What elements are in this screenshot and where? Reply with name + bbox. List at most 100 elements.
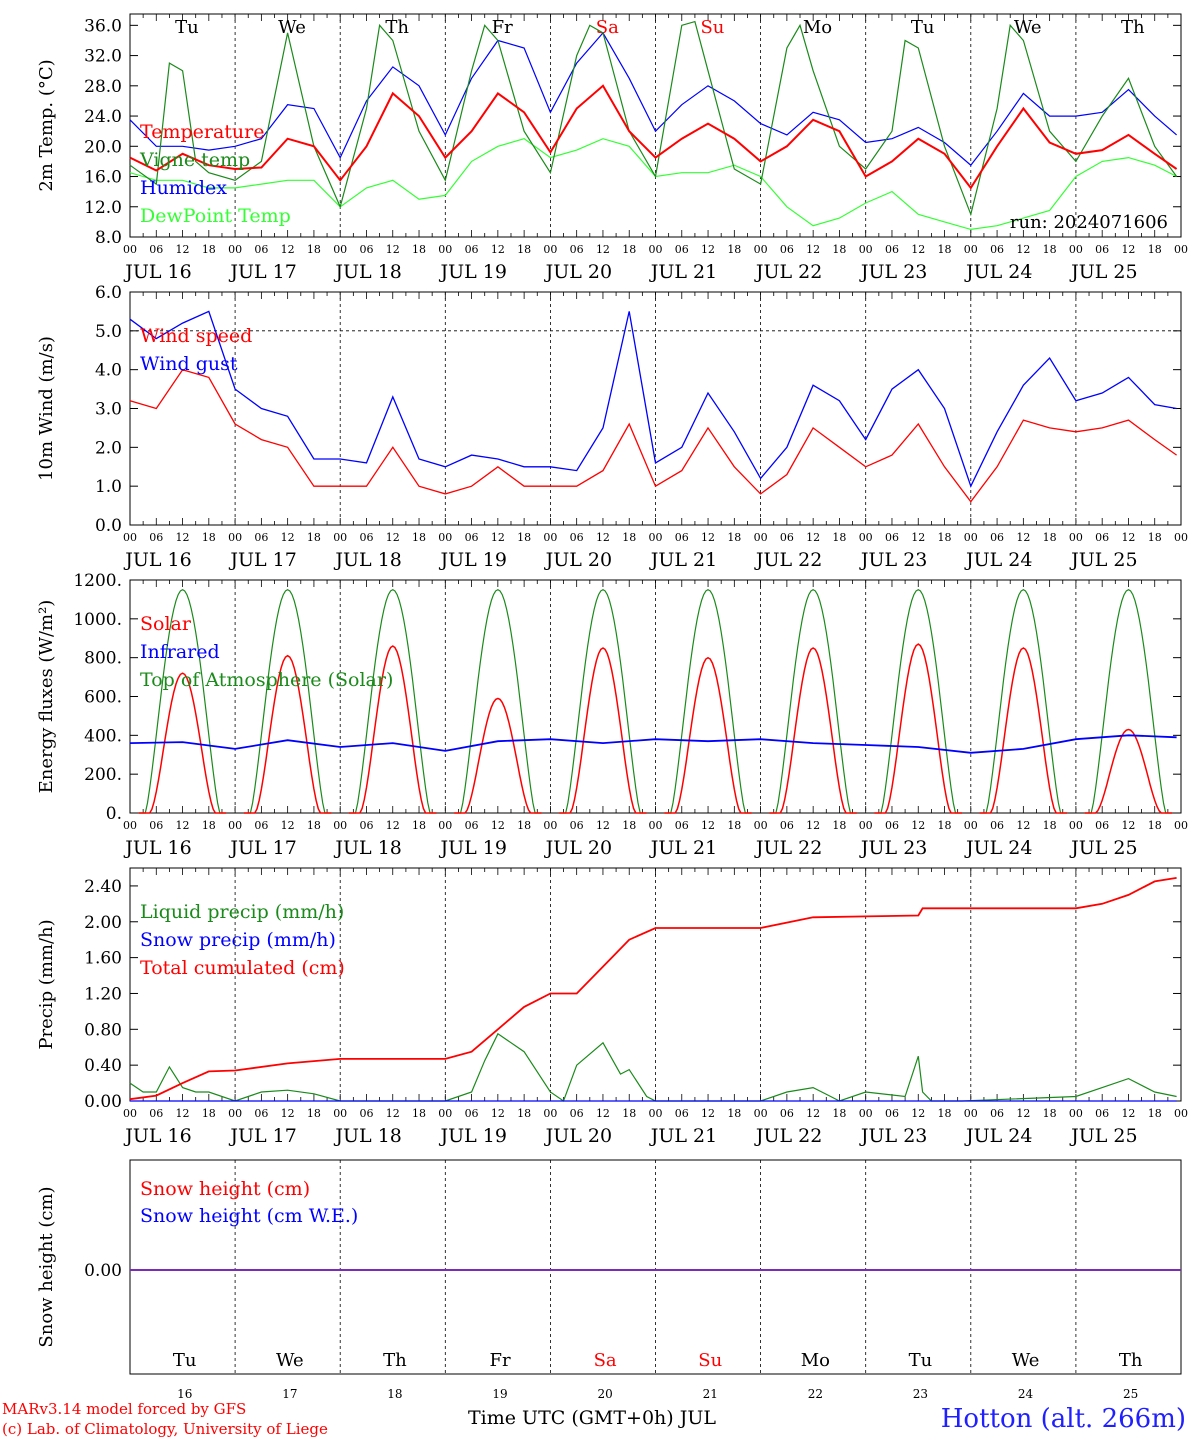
y-axis-label: Energy fluxes (W/m²) <box>36 600 57 794</box>
y-tick-label: 800. <box>84 649 122 669</box>
day-number-label: 21 <box>703 1387 718 1401</box>
y-tick-label: 8.0 <box>95 228 122 248</box>
hour-label: 18 <box>1148 1107 1162 1120</box>
hour-label: 00 <box>1069 243 1083 256</box>
hour-label: 00 <box>123 819 137 832</box>
hour-label: 12 <box>1121 243 1135 256</box>
hour-label: 06 <box>1095 1107 1109 1120</box>
hour-label: 06 <box>885 243 899 256</box>
hour-label: 18 <box>307 531 321 544</box>
y-tick-label: 36.0 <box>84 16 122 36</box>
hour-label: 06 <box>149 531 163 544</box>
day-number-label: 19 <box>492 1387 507 1401</box>
hour-label: 12 <box>596 243 610 256</box>
hour-label: 12 <box>176 531 190 544</box>
weekday-label: Fr <box>492 17 513 38</box>
hour-label: 12 <box>806 819 820 832</box>
y-tick-label: 5.0 <box>95 322 122 342</box>
weekday-label: Tu <box>175 17 199 38</box>
series-line <box>129 877 1177 1101</box>
hour-label: 06 <box>990 243 1004 256</box>
series-line <box>129 31 1177 167</box>
day-label: JUL 20 <box>544 837 612 859</box>
hour-label: 18 <box>622 243 636 256</box>
hour-label: 12 <box>1016 531 1030 544</box>
hour-label: 00 <box>649 819 663 832</box>
hour-label: 18 <box>832 1107 846 1120</box>
hour-label: 18 <box>1148 531 1162 544</box>
hour-label: 12 <box>596 531 610 544</box>
day-label: JUL 18 <box>333 549 401 571</box>
y-axis-label: 10m Wind (m/s) <box>36 336 57 481</box>
hour-label: 18 <box>517 1107 531 1120</box>
hour-label: 18 <box>307 819 321 832</box>
day-label: JUL 25 <box>1069 549 1137 571</box>
day-label: JUL 16 <box>123 1125 191 1147</box>
hour-label: 18 <box>727 243 741 256</box>
y-tick-label: 32.0 <box>84 47 122 67</box>
legend-entry: Temperature <box>140 121 264 143</box>
hour-label: 18 <box>412 243 426 256</box>
day-label: JUL 20 <box>544 261 612 283</box>
hour-label: 00 <box>1069 819 1083 832</box>
hour-label: 00 <box>649 243 663 256</box>
hour-label: 12 <box>701 819 715 832</box>
weekday-label: Mo <box>801 1350 830 1371</box>
legend-entry: Top of Atmosphere (Solar) <box>140 669 393 691</box>
hour-label: 00 <box>333 243 347 256</box>
day-label: JUL 18 <box>333 261 401 283</box>
y-axis-label: Snow height (cm) <box>36 1186 57 1347</box>
day-label: JUL 24 <box>964 549 1032 571</box>
x-axis-label: Time UTC (GMT+0h) JUL <box>468 1407 716 1429</box>
hour-label: 12 <box>386 819 400 832</box>
hour-label: 00 <box>1174 819 1188 832</box>
hour-label: 00 <box>1174 243 1188 256</box>
hour-label: 06 <box>465 819 479 832</box>
hour-label: 12 <box>491 819 505 832</box>
hour-label: 00 <box>438 531 452 544</box>
hour-label: 06 <box>780 819 794 832</box>
hour-label: 18 <box>938 1107 952 1120</box>
hour-label: 06 <box>885 531 899 544</box>
hour-label: 12 <box>176 819 190 832</box>
hour-label: 12 <box>386 1107 400 1120</box>
hour-label: 18 <box>727 1107 741 1120</box>
hour-label: 00 <box>543 243 557 256</box>
day-number-label: 20 <box>597 1387 612 1401</box>
hour-label: 00 <box>754 1107 768 1120</box>
hour-label: 00 <box>123 243 137 256</box>
hour-label: 06 <box>465 243 479 256</box>
hour-label: 06 <box>570 243 584 256</box>
hour-label: 12 <box>281 1107 295 1120</box>
hour-label: 00 <box>333 819 347 832</box>
hour-label: 12 <box>176 243 190 256</box>
day-label: JUL 21 <box>649 837 717 859</box>
y-tick-label: 1200. <box>73 571 122 591</box>
hour-label: 00 <box>438 819 452 832</box>
day-number-label: 22 <box>808 1387 823 1401</box>
hour-label: 00 <box>123 531 137 544</box>
hour-label: 00 <box>754 819 768 832</box>
hour-label: 06 <box>1095 243 1109 256</box>
hour-label: 00 <box>333 1107 347 1120</box>
day-label: JUL 19 <box>439 261 507 283</box>
hour-label: 00 <box>543 1107 557 1120</box>
hour-label: 06 <box>675 243 689 256</box>
y-tick-label: 400. <box>84 726 122 746</box>
hour-label: 12 <box>806 531 820 544</box>
weekday-label: Su <box>700 17 724 38</box>
day-label: JUL 18 <box>333 1125 401 1147</box>
hour-label: 00 <box>754 531 768 544</box>
y-axis-label: 2m Temp. (°C) <box>36 59 57 191</box>
hour-label: 06 <box>465 531 479 544</box>
hour-label: 00 <box>228 243 242 256</box>
solar-line <box>138 643 1173 814</box>
day-label: JUL 17 <box>228 1125 296 1147</box>
y-tick-label: 0. <box>106 804 122 824</box>
hour-label: 06 <box>149 1107 163 1120</box>
hour-label: 06 <box>1095 531 1109 544</box>
day-label: JUL 22 <box>754 549 822 571</box>
hour-label: 00 <box>123 1107 137 1120</box>
hour-label: 06 <box>780 1107 794 1120</box>
